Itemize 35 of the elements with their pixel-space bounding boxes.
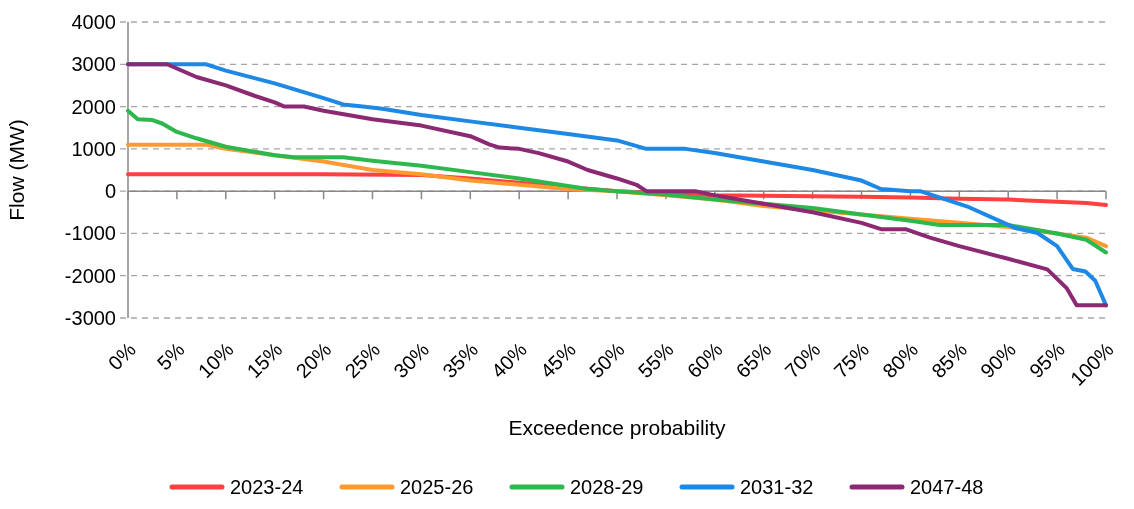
- y-tick-label: 1000: [71, 137, 116, 160]
- legend-label: 2047-48: [910, 476, 984, 498]
- x-tick-label: 15%: [242, 338, 287, 383]
- line-series: [126, 108, 1108, 255]
- x-tick-label: 75%: [829, 338, 874, 383]
- x-tick-label: 40%: [487, 338, 532, 383]
- x-tick-label: 65%: [731, 338, 776, 383]
- x-tick-label: 0%: [103, 338, 140, 375]
- x-tick-label: 10%: [193, 338, 238, 383]
- x-tick-label: 45%: [536, 338, 581, 383]
- legend-label: 2031-32: [740, 476, 814, 498]
- y-axis-title: Flow (MW): [5, 119, 28, 221]
- y-tick-label: 3000: [71, 53, 116, 76]
- x-tick-label: 30%: [389, 338, 434, 383]
- x-tick-label: 95%: [1025, 338, 1070, 383]
- legend-label: 2025-26: [400, 476, 474, 498]
- legend-label: 2028-29: [570, 476, 644, 498]
- x-tick-label: 70%: [780, 338, 825, 383]
- line-series: [126, 62, 1108, 308]
- x-tick-label: 85%: [927, 338, 972, 383]
- y-tick-label: 0: [104, 180, 116, 203]
- legend-label: 2023-24: [230, 476, 304, 498]
- x-axis-title: Exceedence probability: [508, 416, 727, 439]
- y-tick-label: 2000: [71, 95, 116, 118]
- x-tick-label: 90%: [976, 338, 1021, 383]
- x-tick-label: 60%: [682, 338, 727, 383]
- x-tick-label: 50%: [584, 338, 629, 383]
- x-tick-label: 55%: [633, 338, 678, 383]
- y-tick-label: 4000: [71, 11, 116, 33]
- y-tick-label: -3000: [64, 307, 116, 329]
- y-tick-label: -1000: [64, 222, 116, 245]
- y-tick-label: -2000: [64, 264, 116, 287]
- x-tick-label: 35%: [438, 338, 483, 383]
- x-tick-label: 5%: [152, 338, 189, 375]
- x-tick-label: 80%: [878, 338, 923, 383]
